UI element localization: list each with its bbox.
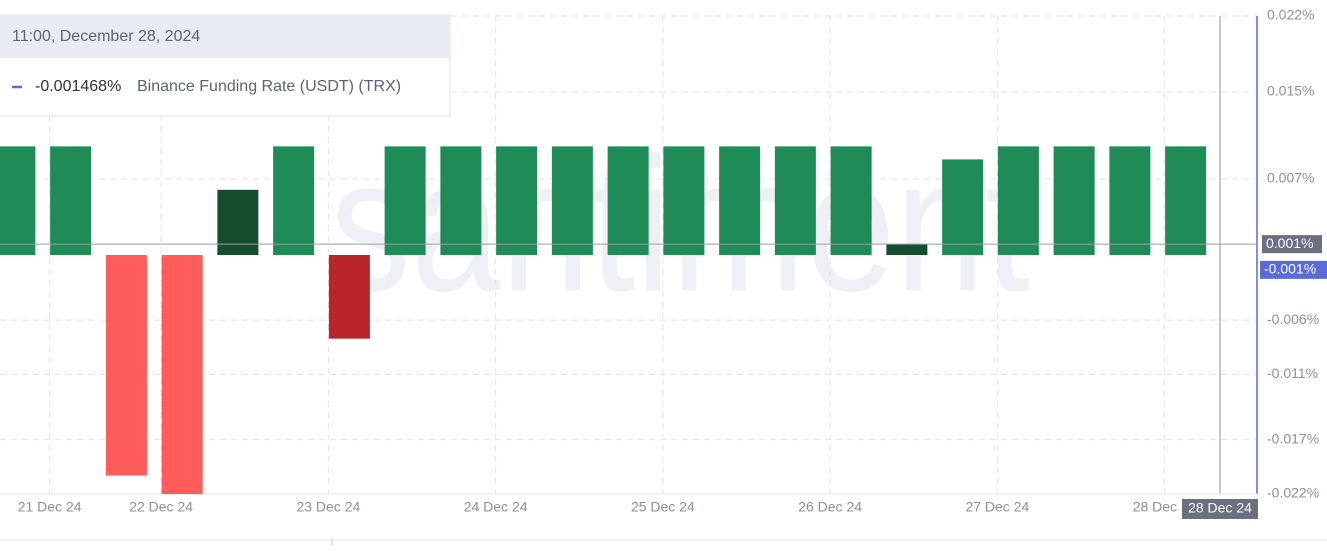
bar — [496, 146, 538, 255]
bar — [997, 146, 1039, 255]
y-tick-label: -0.022% — [1267, 485, 1319, 501]
bar — [161, 255, 203, 494]
bar — [886, 244, 928, 255]
tooltip-title: 11:00, December 28, 2024 — [12, 28, 200, 45]
bar — [1109, 146, 1151, 255]
x-tick-label: 23 Dec 24 — [296, 499, 360, 515]
bar — [0, 146, 36, 255]
bar — [1053, 146, 1095, 255]
crosshair-x-label: 28 Dec 24 — [1188, 500, 1252, 516]
crosshair-y-label-box — [1262, 235, 1322, 254]
bar — [942, 159, 984, 255]
bar — [384, 146, 426, 255]
x-tick-label: 21 Dec 24 — [18, 499, 82, 515]
x-tick-label: 28 Dec 24 — [1133, 499, 1197, 515]
bar — [719, 146, 761, 255]
y-tick-label: 0.022% — [1267, 7, 1314, 23]
last-value-box — [1260, 260, 1327, 279]
bar — [663, 146, 705, 255]
bar — [830, 146, 872, 255]
tooltip: 11:00, December 28, 2024 -0.001468% Bina… — [0, 14, 451, 117]
bar — [1165, 146, 1207, 255]
bar — [217, 189, 259, 255]
y-tick-label: -0.017% — [1267, 430, 1319, 446]
bar — [50, 146, 92, 255]
tooltip-series-name: Binance Funding Rate (USDT) (TRX) — [137, 78, 401, 95]
bar — [273, 146, 315, 255]
x-tick-label: 25 Dec 24 — [631, 499, 695, 515]
crosshair-y-label: 0.001% — [1266, 235, 1313, 251]
y-tick-label: -0.006% — [1267, 311, 1319, 327]
bar — [774, 146, 816, 255]
crosshair-x-label-box — [1182, 499, 1258, 519]
bar — [607, 146, 649, 255]
y-tick-label: 0.007% — [1267, 170, 1314, 186]
last-value-label: -0.001% — [1264, 261, 1316, 277]
x-tick-label: 27 Dec 24 — [965, 499, 1029, 515]
x-tick-label: 24 Dec 24 — [464, 499, 528, 515]
x-tick-label: 26 Dec 24 — [798, 499, 862, 515]
x-tick-label: 22 Dec 24 — [129, 499, 193, 515]
y-tick-label: 0.015% — [1267, 83, 1314, 99]
bar — [440, 146, 482, 255]
bar — [105, 255, 147, 476]
tooltip-header — [0, 16, 449, 58]
bar — [551, 146, 593, 255]
y-tick-label: -0.011% — [1267, 365, 1318, 381]
tooltip-value: -0.001468% — [35, 78, 121, 95]
bar — [328, 255, 370, 339]
